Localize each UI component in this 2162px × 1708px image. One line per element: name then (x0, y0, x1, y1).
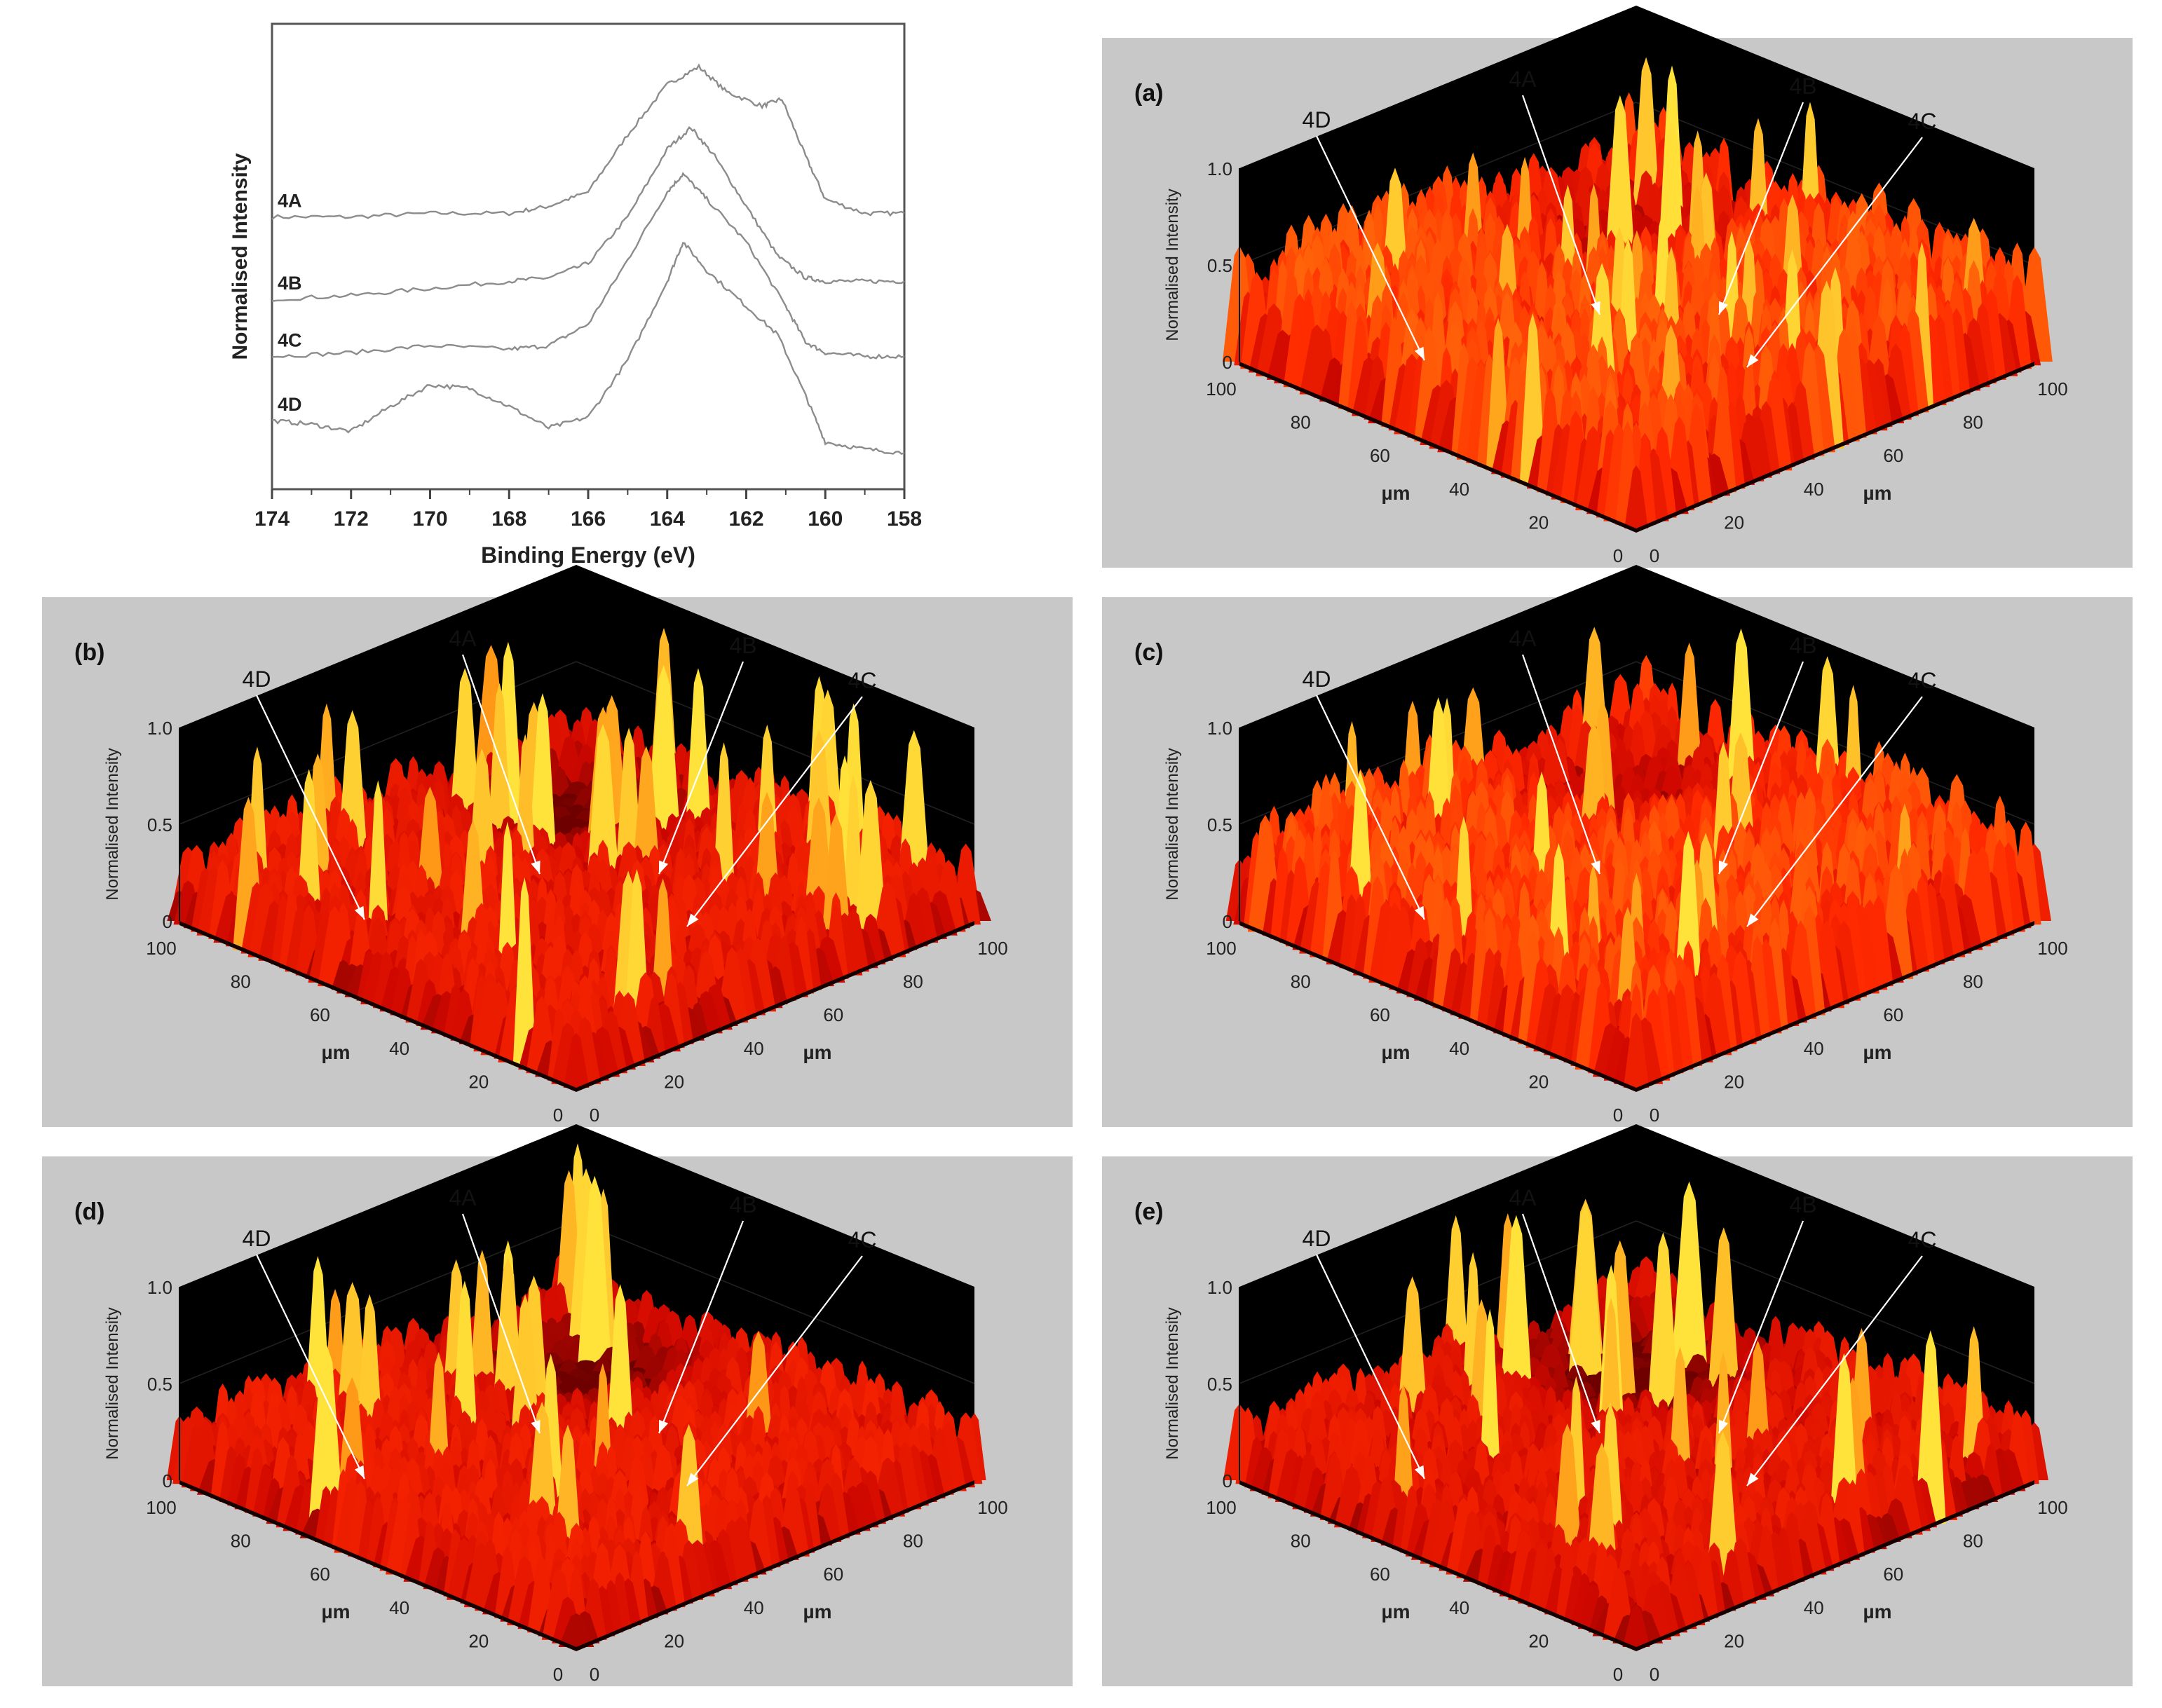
right-axis-tick-label: 60 (1883, 445, 1903, 466)
spectrum-x-tick-label: 174 (254, 507, 290, 531)
right-axis-tick-label: 80 (1963, 412, 1983, 433)
series-line-4d (271, 242, 905, 455)
z-axis-label: Normalised Intensity (1163, 189, 1182, 341)
series-line-4a (271, 63, 905, 220)
left-axis-tick-label: 0 (553, 1105, 563, 1126)
annotation-label-4c: 4C (1908, 109, 1937, 134)
panel-label: (b) (74, 639, 104, 666)
right-axis-tick-label: 20 (664, 1071, 684, 1092)
series-label-4b: 4B (278, 273, 302, 294)
right-axis-tick-label: 20 (1724, 512, 1744, 533)
right-axis-tick-label: 0 (1650, 545, 1659, 566)
surface-mesh (1222, 57, 2053, 528)
spectrum-x-tick-label: 162 (728, 507, 763, 531)
left-axis-tick-label: 60 (1370, 445, 1390, 466)
spectrum-x-tick-label: 158 (887, 507, 922, 531)
right-axis-tick-label: 100 (2037, 378, 2067, 399)
left-axis-unit-label: µm (321, 1041, 350, 1063)
surface-panel-b: 1.0 0.5 0 Normalised Intensity 0 20 40 60 80 100 0… (42, 565, 1073, 1127)
right-axis-tick-label: 80 (903, 971, 923, 992)
right-axis-tick-label: 40 (1804, 479, 1824, 500)
annotation-label-4c: 4C (848, 668, 877, 693)
left-axis-tick-label: 20 (1528, 512, 1549, 533)
left-axis-tick-label: 40 (1449, 479, 1469, 500)
left-axis-tick-label: 60 (310, 1004, 330, 1025)
annotation-label-4d: 4D (1303, 107, 1331, 132)
z-tick-label: 0.5 (147, 814, 172, 835)
left-axis-tick-label: 80 (231, 971, 251, 992)
series-label-4a: 4A (278, 191, 302, 212)
right-axis-tick-label: 0 (590, 1105, 599, 1126)
left-axis-tick-label: 40 (389, 1038, 409, 1059)
annotation-label-4a: 4A (1509, 67, 1537, 92)
series-label-4c: 4C (278, 329, 302, 350)
spectrum-x-tick-label: 166 (571, 507, 606, 531)
spectrum-x-tick-label: 172 (334, 507, 369, 531)
z-tick-label: 1.0 (147, 718, 172, 739)
xps-spectrum-chart: 4A 4B 4C 4D 174 172 170 168 166 164 162 160 158 Nor… (229, 22, 922, 568)
series-line-4c (271, 172, 905, 360)
series-line-4b (271, 126, 905, 302)
surface-spike (1604, 95, 1636, 275)
left-axis-tick-label: 80 (1291, 412, 1311, 433)
spectrum-plot-frame (271, 22, 906, 491)
z-tick-label: 0 (1223, 352, 1232, 373)
series-label-4d: 4D (278, 394, 302, 415)
right-axis-tick-label: 40 (744, 1038, 764, 1059)
wall-gridline (1636, 102, 2035, 266)
z-tick-label: 1.0 (1207, 158, 1232, 179)
left-axis-unit-label: µm (1381, 482, 1410, 504)
z-axis-label: Normalised Intensity (103, 748, 122, 900)
z-tick-label: 0.5 (1207, 255, 1232, 276)
annotation-label-4b: 4B (729, 633, 756, 658)
left-axis-tick-label: 100 (1206, 378, 1236, 399)
right-axis-tick-label: 100 (977, 938, 1007, 959)
spectrum-x-axis-label: Binding Energy (eV) (481, 542, 695, 568)
left-axis-tick-label: 0 (1613, 545, 1623, 566)
z-tick-label: 0 (163, 911, 172, 932)
left-axis-tick-label: 100 (146, 938, 176, 959)
annotation-label-4a: 4A (449, 626, 477, 651)
panel-label: (a) (1134, 80, 1164, 107)
right-axis-tick-label: 60 (823, 1004, 843, 1025)
spectrum-x-tick-label: 160 (808, 507, 843, 531)
spectrum-y-axis-label: Normalised Intensity (229, 153, 252, 360)
left-axis-tick-label: 20 (468, 1071, 489, 1092)
spectrum-x-tick-label: 170 (412, 507, 447, 531)
annotation-label-4d: 4D (243, 667, 271, 692)
right-axis-unit-label: µm (803, 1041, 831, 1063)
right-axis-unit-label: µm (1863, 482, 1891, 504)
annotation-label-4b: 4B (1789, 74, 1816, 99)
spectrum-x-tick-label: 164 (650, 507, 685, 531)
surface-panel-a: 1.0 0.5 0 Normalised Intensity 0 20 40 60 80 100 0… (1102, 6, 2133, 568)
spectrum-x-tick-label: 168 (491, 507, 526, 531)
